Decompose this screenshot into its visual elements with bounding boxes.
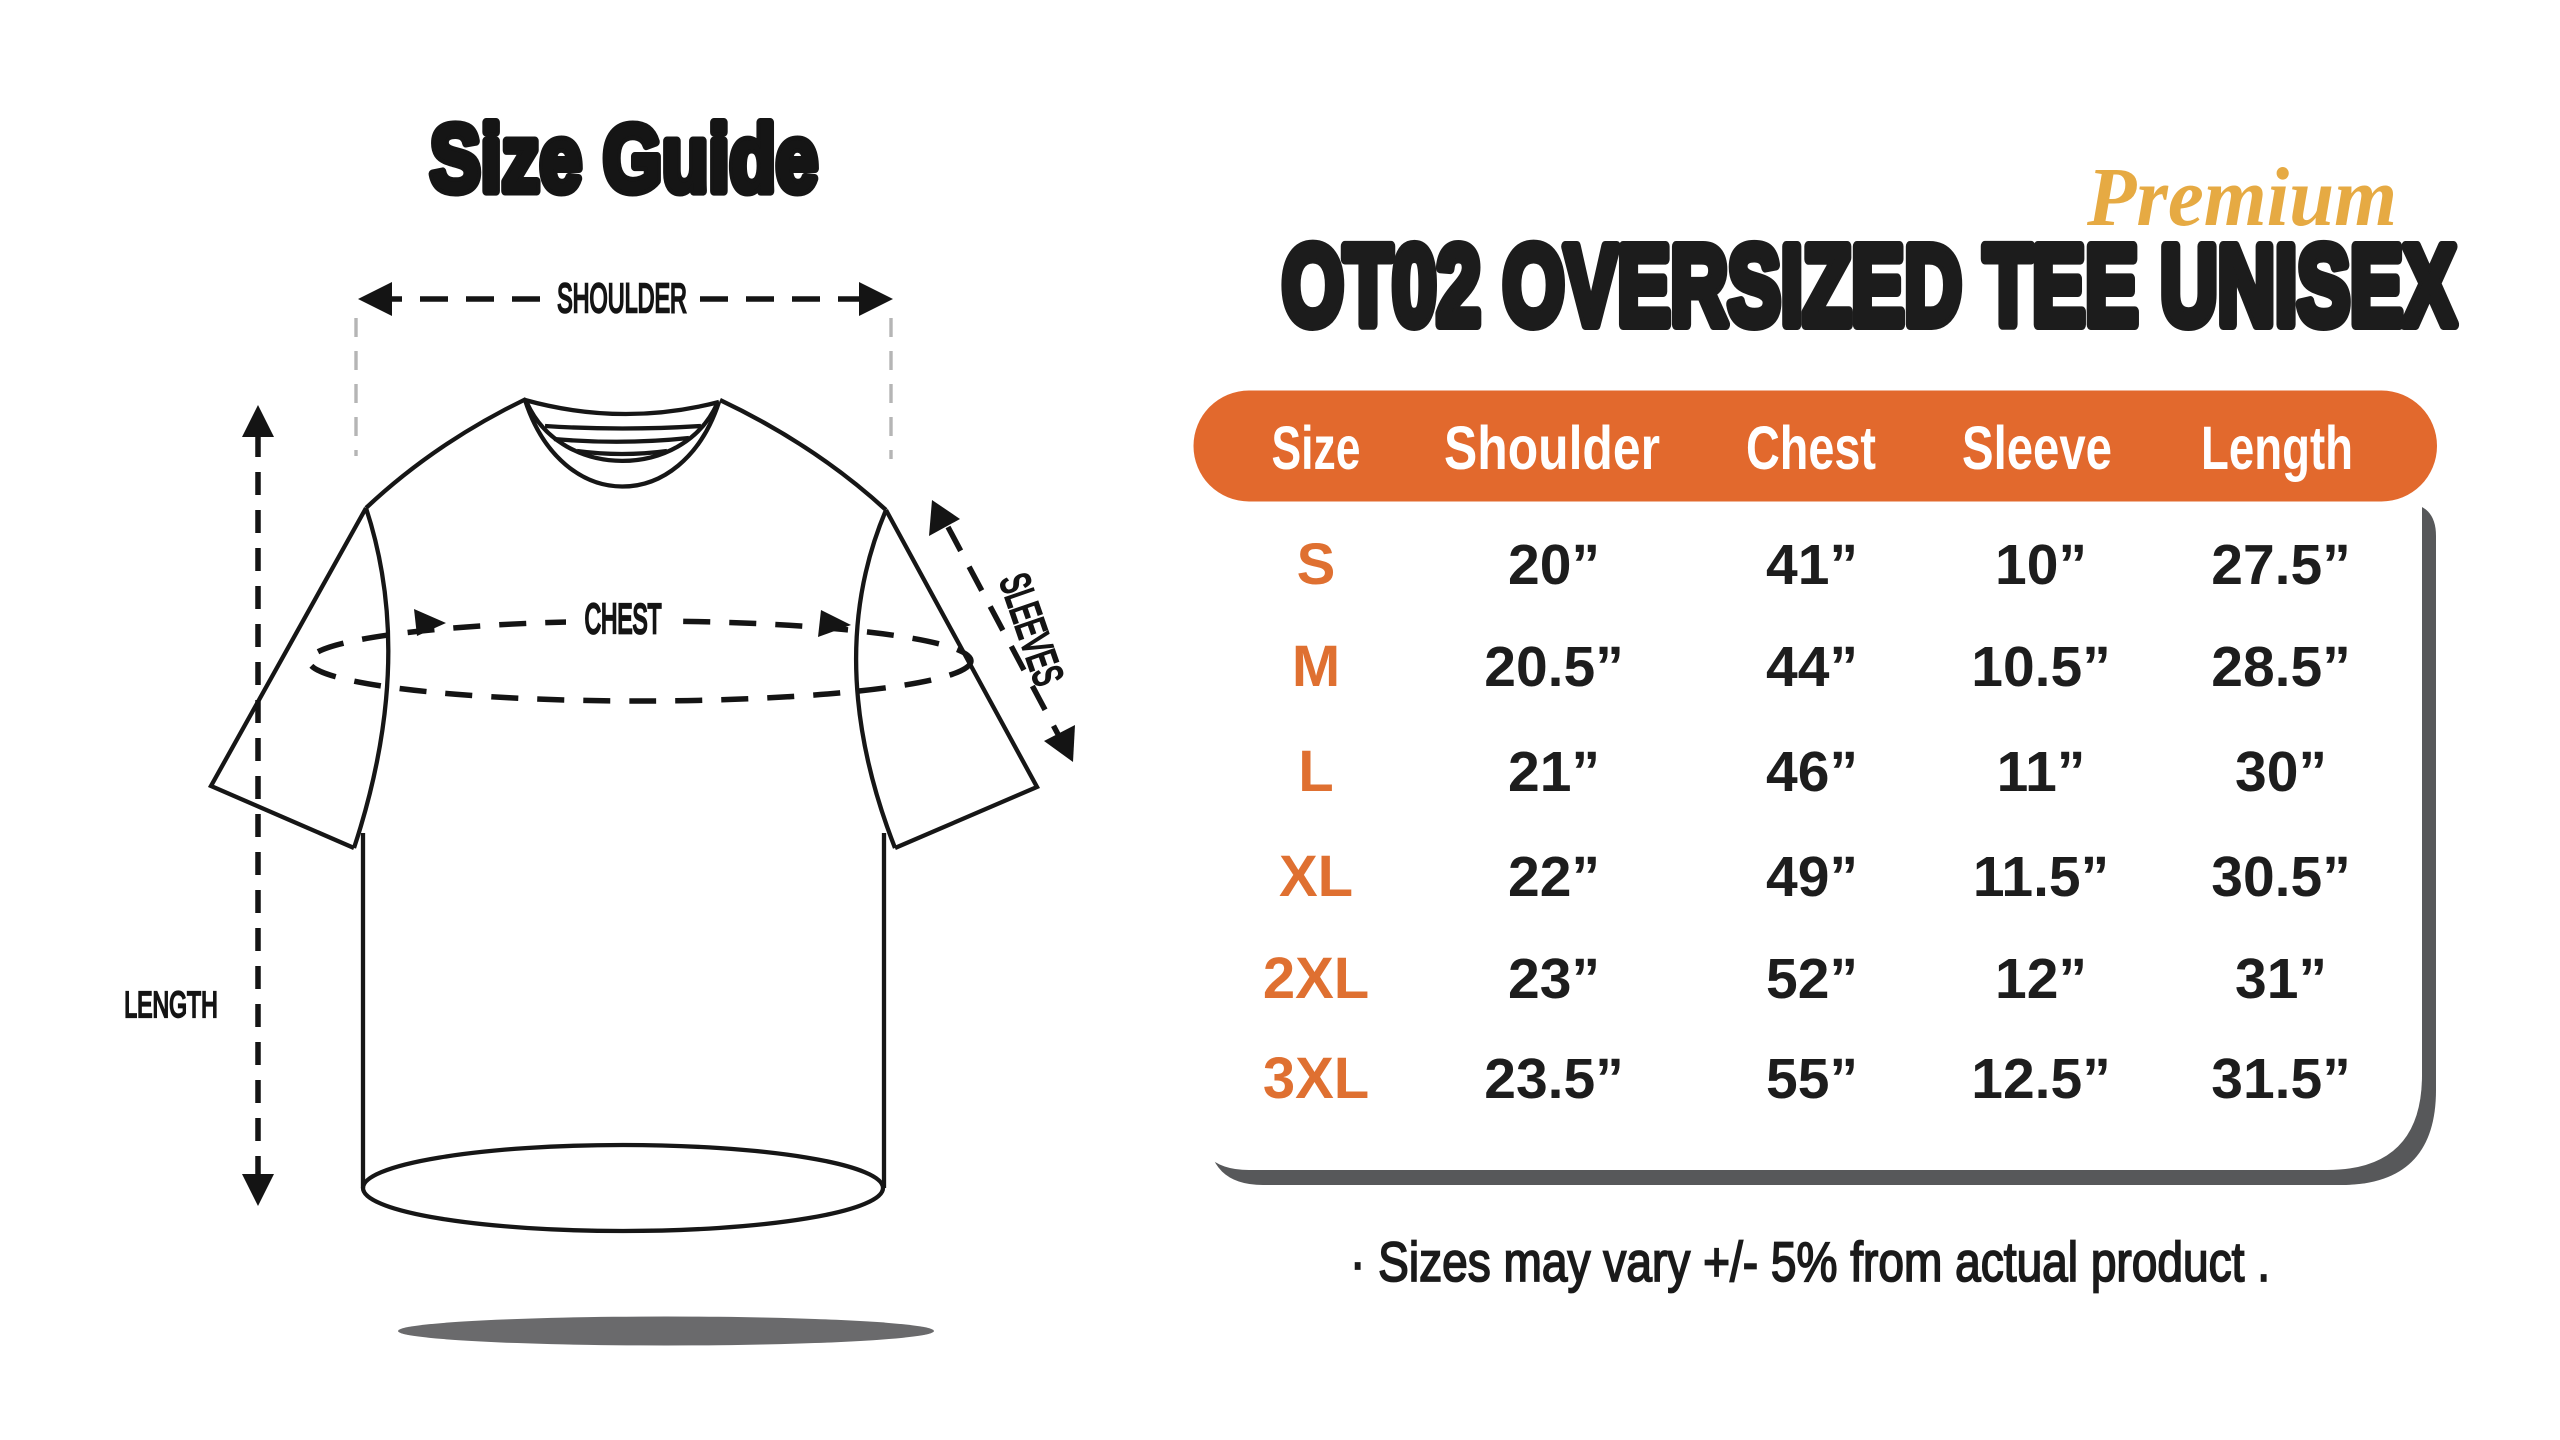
svg-text:30”: 30” bbox=[2235, 740, 2327, 804]
svg-text:10.5”: 10.5” bbox=[1971, 635, 2110, 699]
svg-text:11.5”: 11.5” bbox=[1973, 845, 2109, 909]
svg-text:10”: 10” bbox=[1995, 533, 2087, 597]
svg-text:30.5”: 30.5” bbox=[2211, 845, 2350, 909]
svg-text:OT02 OVERSIZED TEE UNISEX: OT02 OVERSIZED TEE UNISEX bbox=[1282, 223, 2456, 349]
svg-text:3XL: 3XL bbox=[1263, 1046, 1369, 1111]
svg-text:44”: 44” bbox=[1766, 635, 1858, 699]
svg-text:21”: 21” bbox=[1508, 740, 1600, 804]
svg-text:Shoulder: Shoulder bbox=[1444, 414, 1660, 482]
svg-text:Length: Length bbox=[2201, 414, 2353, 482]
svg-text:52”: 52” bbox=[1766, 947, 1858, 1011]
svg-text:Size Guide: Size Guide bbox=[430, 106, 818, 212]
svg-text:Chest: Chest bbox=[1746, 414, 1876, 482]
svg-text:11”: 11” bbox=[1997, 740, 2086, 804]
svg-text:20.5”: 20.5” bbox=[1484, 635, 1623, 699]
svg-text:49”: 49” bbox=[1766, 845, 1858, 909]
svg-text:31”: 31” bbox=[2235, 947, 2327, 1011]
svg-text:23.5”: 23.5” bbox=[1484, 1047, 1623, 1111]
svg-text:L: L bbox=[1298, 739, 1333, 804]
svg-text:41”: 41” bbox=[1766, 533, 1858, 597]
svg-text:M: M bbox=[1292, 634, 1340, 699]
svg-text:Premium: Premium bbox=[2086, 151, 2397, 244]
svg-text:55”: 55” bbox=[1766, 1047, 1858, 1111]
svg-text:12.5”: 12.5” bbox=[1971, 1047, 2110, 1111]
svg-text:LENGTH: LENGTH bbox=[124, 986, 217, 1025]
svg-text:46”: 46” bbox=[1766, 740, 1858, 804]
svg-text:2XL: 2XL bbox=[1263, 946, 1369, 1011]
svg-text:22”: 22” bbox=[1508, 845, 1600, 909]
svg-text:CHEST: CHEST bbox=[585, 596, 662, 643]
svg-text:12”: 12” bbox=[1995, 947, 2087, 1011]
svg-text:SHOULDER: SHOULDER bbox=[557, 276, 687, 321]
svg-text:Size: Size bbox=[1272, 414, 1361, 482]
svg-text:Sleeve: Sleeve bbox=[1962, 414, 2112, 482]
svg-text:27.5”: 27.5” bbox=[2211, 533, 2350, 597]
svg-text:28.5”: 28.5” bbox=[2211, 635, 2350, 699]
svg-text:31.5”: 31.5” bbox=[2211, 1047, 2350, 1111]
svg-text:S: S bbox=[1297, 532, 1336, 597]
svg-text:XL: XL bbox=[1279, 844, 1353, 909]
svg-text:· Sizes may vary +/- 5% from a: · Sizes may vary +/- 5% from actual prod… bbox=[1350, 1230, 2270, 1293]
svg-text:20”: 20” bbox=[1508, 533, 1600, 597]
svg-text:23”: 23” bbox=[1508, 947, 1600, 1011]
